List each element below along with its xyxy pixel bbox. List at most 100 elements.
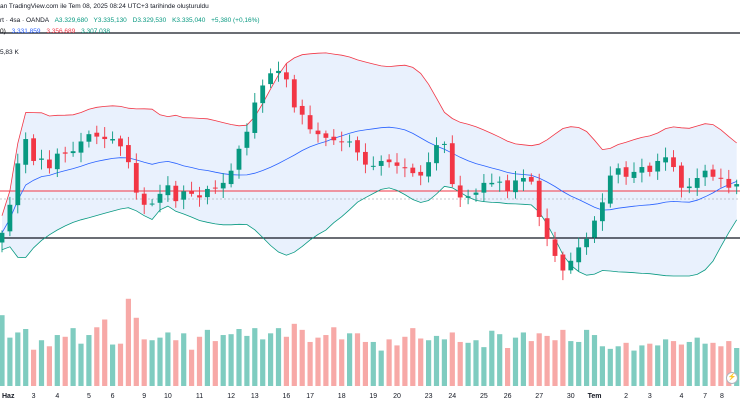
volume-bar bbox=[465, 342, 471, 386]
candle-body bbox=[212, 187, 218, 189]
candle bbox=[623, 161, 629, 185]
candle bbox=[78, 132, 84, 163]
ohlc-open: A3.329,680 bbox=[54, 17, 88, 24]
x-tick-label: 18 bbox=[338, 393, 346, 400]
symbol-ohlc-legend: rt · 4sa · OANDA A3.329,680 Y3.335,130 D… bbox=[0, 17, 260, 24]
candle-body bbox=[734, 184, 740, 187]
candle bbox=[205, 185, 210, 205]
candle bbox=[339, 131, 345, 152]
candle-body bbox=[118, 138, 123, 147]
candle-body bbox=[39, 158, 44, 160]
ohlc-close: K3.335,040 bbox=[172, 17, 206, 24]
x-tick-label: 23 bbox=[425, 393, 433, 400]
symbol-label: rt · 4sa · OANDA bbox=[0, 17, 50, 24]
candle-body bbox=[465, 196, 471, 198]
candle bbox=[615, 163, 621, 184]
volume-bar bbox=[528, 341, 534, 386]
candle bbox=[62, 146, 68, 163]
candle bbox=[268, 68, 273, 88]
candle-body bbox=[576, 247, 582, 263]
volume-bar bbox=[212, 341, 218, 386]
volume-bar bbox=[591, 335, 598, 386]
candle-body bbox=[157, 193, 163, 203]
tradingview-logo-icon[interactable]: ⚡ bbox=[726, 372, 738, 384]
volume-bar bbox=[354, 333, 361, 386]
candle bbox=[315, 122, 321, 143]
candle bbox=[663, 147, 668, 171]
candle-body bbox=[528, 176, 534, 182]
candle bbox=[189, 181, 194, 197]
candle-body bbox=[394, 162, 400, 166]
candle bbox=[528, 173, 534, 185]
candle bbox=[133, 153, 139, 200]
volume-bar bbox=[23, 329, 29, 386]
candle-body bbox=[497, 181, 503, 183]
x-tick-label: 11 bbox=[196, 393, 203, 400]
volume-bar bbox=[54, 335, 60, 386]
candle-body bbox=[94, 132, 100, 137]
candle bbox=[39, 149, 44, 170]
candle-body bbox=[189, 191, 194, 194]
candle-body bbox=[402, 167, 408, 169]
candle bbox=[299, 99, 305, 125]
volume-bar bbox=[283, 336, 289, 386]
candle bbox=[489, 173, 495, 187]
x-tick-label: 19 bbox=[369, 393, 377, 400]
volume-bar bbox=[307, 341, 313, 386]
volume-bar bbox=[497, 334, 503, 386]
volume-bar bbox=[568, 341, 574, 386]
candle-body bbox=[481, 182, 487, 193]
candle bbox=[497, 176, 503, 192]
candle bbox=[639, 158, 645, 183]
bollinger-legend: 0) 3.331,859 3.356,689 3.307,038 bbox=[0, 28, 110, 35]
candle-body bbox=[607, 175, 613, 204]
candle bbox=[473, 188, 479, 202]
candle bbox=[418, 165, 424, 186]
volume-legend: 5,83 K bbox=[0, 49, 19, 56]
candle-body bbox=[244, 131, 250, 148]
volume-bar bbox=[165, 332, 171, 386]
candle bbox=[54, 148, 60, 178]
candle bbox=[536, 173, 542, 227]
candle-body bbox=[0, 232, 5, 243]
candle bbox=[370, 156, 376, 171]
candle-body bbox=[252, 102, 258, 133]
volume-bar bbox=[639, 345, 645, 386]
ohlc-low: D3.329,530 bbox=[132, 17, 167, 24]
volume-bar bbox=[252, 328, 258, 386]
volume-bar bbox=[38, 340, 45, 386]
volume-bar bbox=[694, 337, 700, 386]
candle bbox=[86, 130, 92, 148]
candle-body bbox=[141, 193, 147, 205]
candle bbox=[655, 153, 661, 180]
candle bbox=[568, 252, 574, 274]
candle-body bbox=[623, 167, 629, 177]
candle-body bbox=[702, 170, 708, 178]
candle bbox=[465, 189, 471, 205]
candle-body bbox=[363, 151, 368, 165]
volume-bar bbox=[457, 341, 463, 386]
candle-body bbox=[86, 134, 92, 142]
volume-bar bbox=[78, 343, 84, 386]
candle bbox=[157, 184, 163, 213]
x-tick-label: 16 bbox=[283, 393, 291, 400]
candle bbox=[726, 169, 732, 194]
candle bbox=[363, 143, 368, 174]
volume-bar bbox=[133, 317, 139, 386]
volume-bar bbox=[623, 342, 629, 386]
volume-bar bbox=[718, 346, 724, 386]
candle bbox=[505, 174, 510, 199]
candle-body bbox=[426, 162, 431, 177]
volume-bar bbox=[647, 343, 653, 386]
volume-bar bbox=[536, 333, 542, 386]
volume-bar bbox=[378, 350, 384, 386]
candle bbox=[402, 158, 408, 178]
volume-bar bbox=[275, 328, 282, 386]
volume-bar bbox=[204, 329, 210, 386]
x-tick-label: Haz bbox=[2, 393, 15, 400]
volume-bar bbox=[370, 341, 376, 386]
candle bbox=[718, 168, 724, 188]
candle bbox=[647, 162, 653, 177]
volume-bar bbox=[512, 337, 519, 386]
volume-bar bbox=[710, 342, 716, 386]
